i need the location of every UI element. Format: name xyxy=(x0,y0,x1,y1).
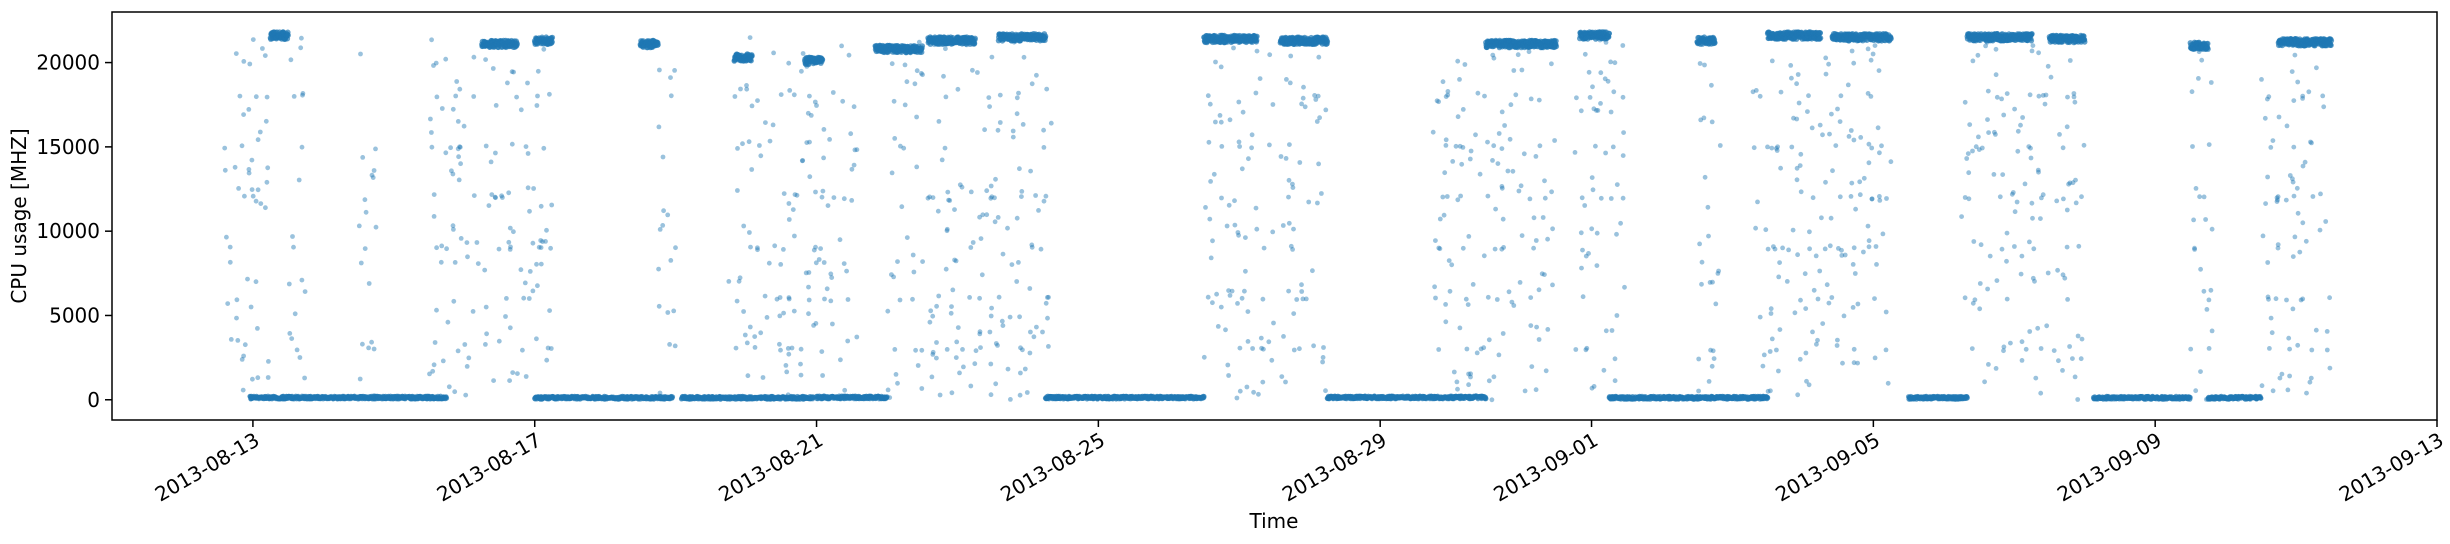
data-point xyxy=(884,394,890,400)
data-point xyxy=(1964,395,1970,401)
data-point xyxy=(655,41,661,48)
data-point xyxy=(2258,395,2264,401)
data-point xyxy=(1553,43,1560,50)
data-point xyxy=(819,56,826,63)
data-point xyxy=(1042,33,1049,39)
data-point xyxy=(1817,35,1824,41)
data-point xyxy=(1553,38,1559,44)
data-point xyxy=(285,32,291,39)
data-point xyxy=(669,394,676,400)
data-point xyxy=(1765,395,1771,401)
data-point xyxy=(1254,33,1260,40)
data-point xyxy=(749,53,755,59)
data-point xyxy=(972,35,978,42)
data-point xyxy=(2187,394,2193,401)
data-point xyxy=(514,41,520,47)
data-point xyxy=(1483,396,1489,402)
data-point xyxy=(443,395,450,401)
data-point xyxy=(1201,393,1207,400)
data-points xyxy=(222,29,2335,403)
data-point xyxy=(1817,30,1823,36)
data-point xyxy=(549,34,556,41)
data-point xyxy=(1606,30,1612,37)
data-point xyxy=(1712,39,1718,46)
